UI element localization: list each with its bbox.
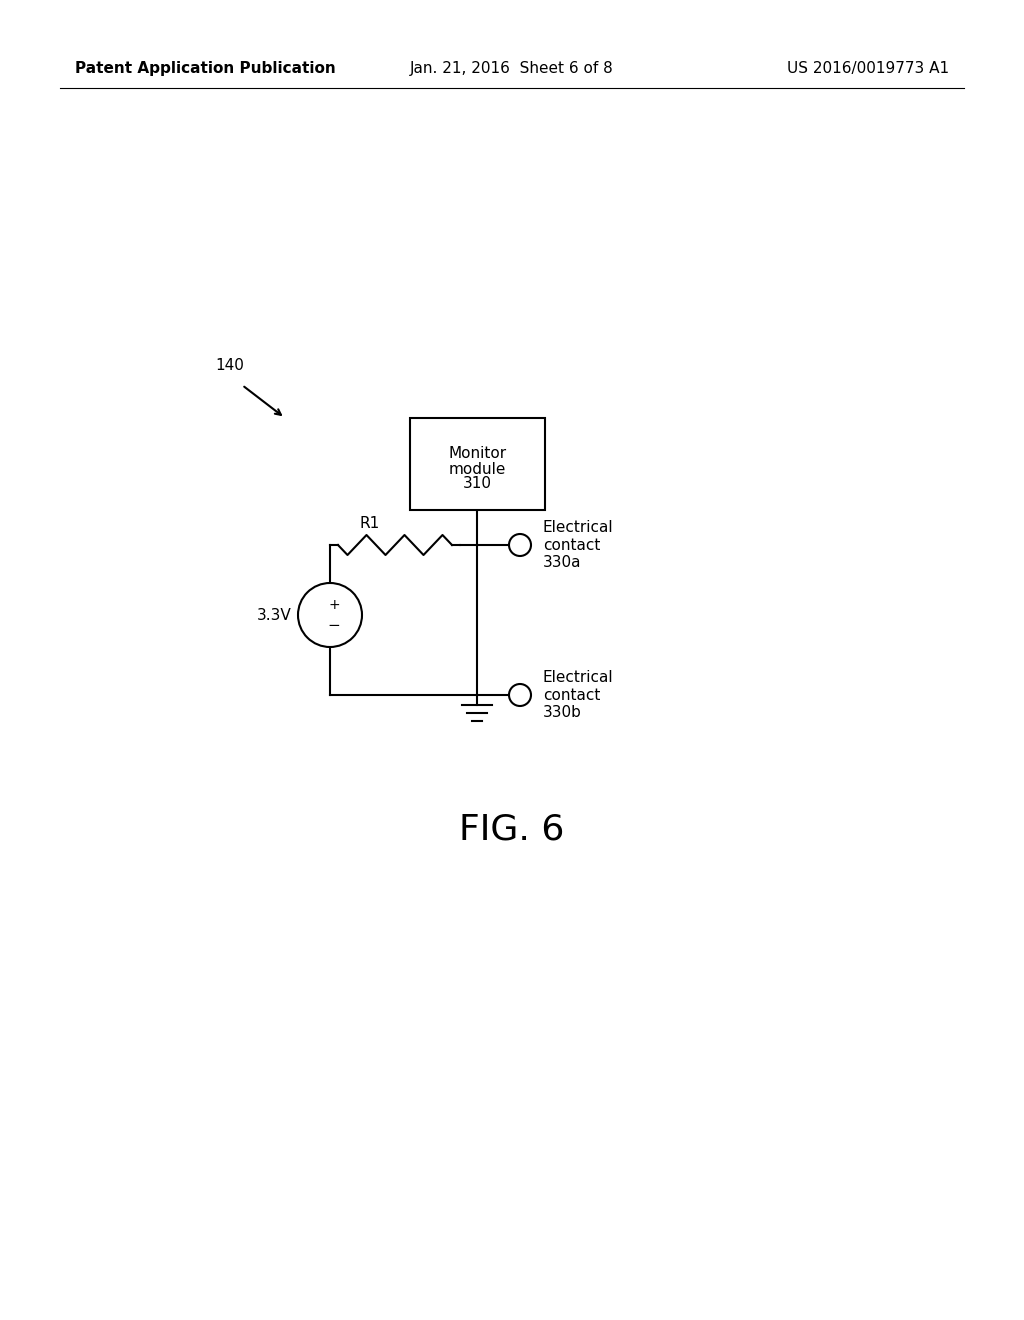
Text: module: module — [449, 462, 506, 477]
Text: R1: R1 — [359, 516, 380, 531]
Text: US 2016/0019773 A1: US 2016/0019773 A1 — [786, 61, 949, 75]
Bar — [410, 418, 545, 510]
Text: 310: 310 — [463, 477, 492, 491]
Circle shape — [509, 535, 531, 556]
Circle shape — [509, 684, 531, 706]
Text: 140: 140 — [215, 358, 244, 372]
Text: Monitor: Monitor — [449, 446, 507, 462]
Text: Patent Application Publication: Patent Application Publication — [75, 61, 336, 75]
Text: −: − — [328, 618, 340, 632]
Text: FIG. 6: FIG. 6 — [460, 813, 564, 847]
Text: 3.3V: 3.3V — [257, 607, 292, 623]
Text: Electrical
contact
330a: Electrical contact 330a — [543, 520, 613, 570]
Text: Jan. 21, 2016  Sheet 6 of 8: Jan. 21, 2016 Sheet 6 of 8 — [411, 61, 613, 75]
Text: Electrical
contact
330b: Electrical contact 330b — [543, 671, 613, 719]
Circle shape — [298, 583, 362, 647]
Text: +: + — [328, 598, 340, 612]
